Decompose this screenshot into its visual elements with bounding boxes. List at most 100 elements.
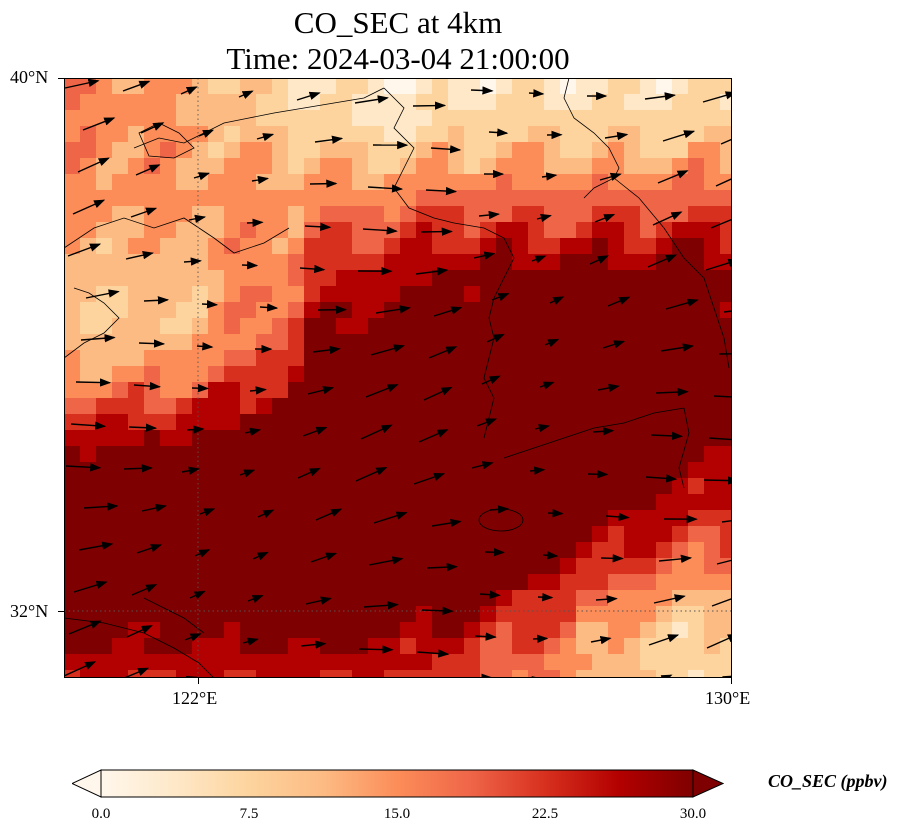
graticule	[64, 78, 732, 678]
wind-arrow	[135, 164, 161, 176]
wind-arrow	[715, 177, 732, 187]
wind-arrow	[186, 425, 205, 434]
wind-arrow	[652, 211, 683, 226]
wind-arrow	[723, 310, 732, 313]
wind-arrow	[246, 218, 264, 227]
wind-arrow	[183, 257, 202, 266]
wind-arrow	[597, 383, 620, 393]
wind-arrow	[420, 227, 453, 236]
wind-arrow	[607, 296, 631, 307]
wind-arrow	[365, 384, 399, 398]
wind-arrow	[433, 306, 463, 317]
wind-arrow	[662, 130, 696, 142]
wind-arrow	[479, 590, 501, 599]
wind-arrow	[418, 429, 449, 443]
wind-arrow	[721, 520, 732, 523]
wind-arrow	[64, 661, 97, 677]
wind-arrow	[547, 508, 564, 518]
wind-arrow	[718, 353, 732, 355]
wind-arrow	[416, 649, 450, 658]
wind-arrow	[415, 267, 449, 276]
wind-arrow	[653, 594, 686, 604]
wind-arrow	[703, 476, 732, 485]
wind-arrow	[252, 551, 269, 561]
wind-arrow	[720, 138, 732, 145]
wind-arrow	[430, 145, 462, 154]
wind-arrow	[307, 386, 335, 395]
wind-arrow	[184, 633, 202, 642]
colorbar-max-extend	[692, 769, 724, 798]
wind-arrow	[431, 518, 462, 528]
wind-arrow	[239, 469, 256, 478]
wind-arrow	[256, 133, 275, 142]
wind-arrow	[126, 625, 153, 638]
wind-arrow	[534, 423, 551, 433]
wind-arrow	[645, 474, 678, 483]
lat-tick-label-40: 40°N	[10, 67, 49, 87]
wind-arrow	[296, 91, 321, 101]
wind-arrow	[711, 597, 732, 607]
wind-arrow	[368, 556, 404, 566]
wind-arrow	[85, 289, 120, 299]
wind-arrow	[471, 461, 494, 470]
map-time-subtitle: Time: 2024-03-04 21:00:00	[226, 41, 570, 76]
wind-arrow	[702, 91, 732, 103]
wind-arrow	[64, 78, 100, 89]
wind-arrow	[140, 122, 165, 134]
wind-arrow	[710, 214, 732, 229]
wind-arrow	[491, 292, 510, 302]
wind-arrow	[304, 222, 332, 231]
wind-arrow	[65, 463, 102, 472]
wind-arrow	[655, 387, 689, 397]
wind-arrow	[68, 620, 102, 635]
wind-arrow	[82, 117, 116, 131]
wind-arrow	[242, 637, 259, 646]
wind-arrow	[363, 601, 399, 610]
colorbar-tick-1: 7.5	[239, 806, 259, 822]
wind-arrow	[541, 172, 558, 181]
wind-arrow	[706, 633, 732, 649]
wind-arrow	[428, 346, 458, 359]
wind-arrow	[413, 472, 446, 485]
wind-arrow	[247, 594, 264, 603]
colorbar-min-extend	[72, 769, 102, 798]
wind-arrow	[241, 261, 259, 270]
lon-tick-label-130: 130°E	[705, 688, 751, 708]
wind-arrow	[549, 296, 565, 305]
wind-arrow	[476, 418, 498, 427]
wind-arrow	[302, 426, 328, 437]
wind-arrow	[70, 421, 107, 430]
wind-arrow	[528, 89, 545, 98]
wind-arrow	[713, 395, 732, 398]
wind-arrow	[423, 386, 453, 401]
wind-arrow	[473, 251, 496, 260]
wind-arrow	[426, 562, 458, 572]
wind-arrow	[360, 424, 393, 440]
wind-arrow	[478, 210, 500, 220]
wind-arrow	[362, 226, 398, 235]
wind-arrow	[83, 502, 119, 511]
wind-arrow	[644, 92, 676, 101]
wind-arrow	[244, 427, 262, 436]
tick-lat-40	[58, 78, 64, 79]
wind-arrow	[373, 511, 408, 524]
wind-arrow	[539, 381, 555, 390]
wind-arrow	[536, 213, 552, 223]
wind-arrow	[136, 544, 163, 554]
colorbar	[72, 769, 724, 798]
wind-arrow	[67, 243, 102, 257]
lon-tick-label-122: 122°E	[172, 688, 218, 708]
wind-arrow	[705, 258, 732, 271]
wind-arrow	[72, 199, 106, 215]
wind-arrow	[141, 503, 167, 513]
wind-arrow	[605, 512, 630, 522]
wind-arrow	[648, 634, 680, 646]
wind-arrow	[599, 172, 622, 181]
wind-arrow	[716, 559, 732, 565]
wind-arrow	[125, 251, 154, 260]
wind-arrow	[600, 554, 624, 563]
colorbar-tick-4: 30.0	[679, 806, 707, 822]
tick-lon-130	[731, 678, 732, 684]
wind-arrow	[594, 213, 616, 223]
wind-arrow	[421, 606, 454, 616]
